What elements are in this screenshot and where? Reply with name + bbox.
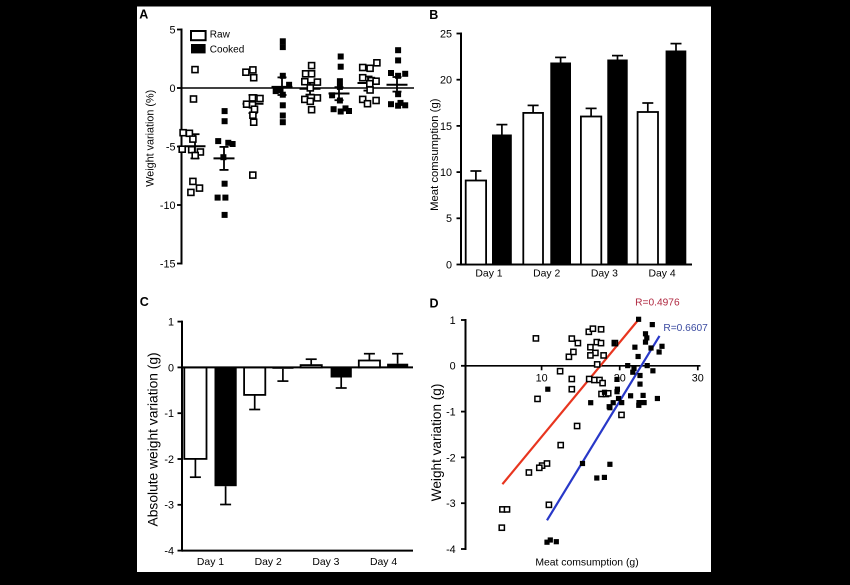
svg-text:0: 0: [446, 259, 452, 271]
svg-text:B: B: [429, 8, 438, 22]
svg-text:-5: -5: [166, 141, 176, 153]
svg-text:C: C: [140, 295, 149, 309]
svg-text:0: 0: [169, 83, 175, 95]
svg-text:25: 25: [440, 28, 452, 40]
svg-text:A: A: [139, 8, 148, 22]
svg-text:Weight variation (g): Weight variation (g): [429, 384, 444, 502]
svg-text:1: 1: [168, 317, 174, 329]
svg-text:-10: -10: [160, 200, 176, 212]
svg-text:1: 1: [450, 315, 456, 327]
svg-text:Day 1: Day 1: [475, 269, 502, 280]
svg-text:0: 0: [450, 361, 456, 373]
svg-text:15: 15: [440, 121, 452, 133]
svg-text:Raw: Raw: [210, 30, 231, 41]
svg-text:R=0.4976: R=0.4976: [635, 298, 680, 309]
svg-text:-4: -4: [446, 544, 456, 556]
svg-text:10: 10: [440, 167, 452, 179]
svg-text:Day 4: Day 4: [370, 557, 397, 568]
svg-text:10: 10: [536, 372, 548, 384]
svg-text:Weight variation (%): Weight variation (%): [144, 90, 156, 187]
svg-text:Day 4: Day 4: [649, 269, 676, 280]
svg-text:20: 20: [440, 75, 452, 87]
svg-text:-2: -2: [164, 454, 174, 466]
svg-text:-3: -3: [164, 500, 174, 512]
svg-text:R=0.6607: R=0.6607: [663, 323, 708, 334]
svg-text:5: 5: [446, 213, 452, 225]
svg-text:Day 1: Day 1: [197, 557, 224, 568]
svg-text:Day 2: Day 2: [255, 557, 282, 568]
svg-text:-2: -2: [446, 452, 456, 464]
svg-text:Absolute weight variation (g): Absolute weight variation (g): [145, 352, 160, 526]
svg-text:Day 2: Day 2: [533, 269, 560, 280]
svg-text:Cooked: Cooked: [210, 44, 244, 55]
svg-text:-4: -4: [164, 546, 174, 558]
svg-text:Meat comsumption (g): Meat comsumption (g): [535, 558, 638, 569]
svg-text:5: 5: [169, 24, 175, 36]
svg-text:Day 3: Day 3: [591, 269, 618, 280]
svg-text:Day 3: Day 3: [312, 557, 339, 568]
svg-text:D: D: [430, 297, 439, 311]
svg-text:Meat comsumption (g): Meat comsumption (g): [429, 98, 441, 211]
svg-text:-3: -3: [446, 498, 456, 510]
svg-text:0: 0: [168, 362, 174, 374]
svg-text:30: 30: [692, 372, 704, 384]
svg-text:-1: -1: [446, 407, 456, 419]
svg-text:-15: -15: [160, 258, 176, 270]
svg-text:-1: -1: [164, 408, 174, 420]
